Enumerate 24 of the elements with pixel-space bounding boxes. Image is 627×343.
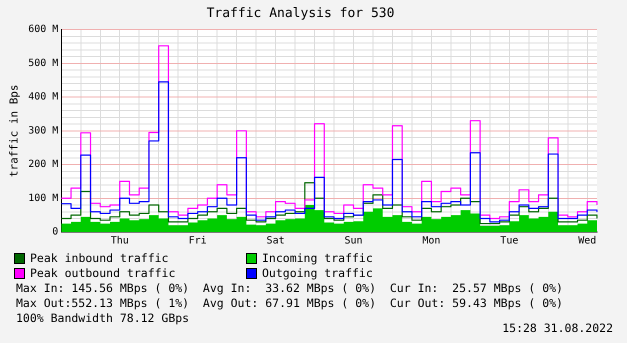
legend-label: Peak outbound traffic: [29, 266, 176, 280]
legend-label: Incoming traffic: [261, 251, 374, 265]
text: 15:28 31.08.2022: [502, 321, 613, 335]
x-tick-label: Sat: [266, 236, 285, 247]
chart-title: Traffic Analysis for 530: [206, 6, 394, 22]
x-tick-label: Fri: [188, 236, 207, 247]
y-tick-label: 100 M: [28, 192, 58, 204]
x-tick-label: Tue: [500, 236, 518, 247]
x-tick-label: Mon: [422, 236, 440, 247]
x-tick-label: Thu: [110, 236, 129, 247]
y-tick-label: 600 M: [28, 24, 58, 36]
y-tick-label: 400 M: [28, 92, 58, 103]
y-tick-label: 500 M: [28, 58, 58, 69]
text: 100% Bandwidth 78.12 GBps: [16, 311, 190, 325]
y-tick-label: 0: [52, 226, 58, 238]
x-tick-label: Sun: [344, 236, 363, 247]
y-tick-label: 300 M: [28, 125, 58, 136]
y-axis-title: traffic in Bps: [7, 84, 20, 178]
text: Max In: 145.56 MBps ( 0%) Avg In: 33.62 MBps ( 0%) Cur In: 25.57 MBps ( 0%): [16, 281, 563, 296]
x-tick-label: Wed: [578, 236, 596, 247]
legend-label: Peak inbound traffic: [29, 251, 170, 265]
y-tick-label: 200 M: [28, 159, 58, 170]
text: Max Out:552.13 MBps ( 1%) Avg Out: 67.91 MBps ( 0%) Cur Out: 59.43 MBps ( 0%): [16, 296, 563, 311]
legend-label: Outgoing traffic: [261, 266, 374, 280]
